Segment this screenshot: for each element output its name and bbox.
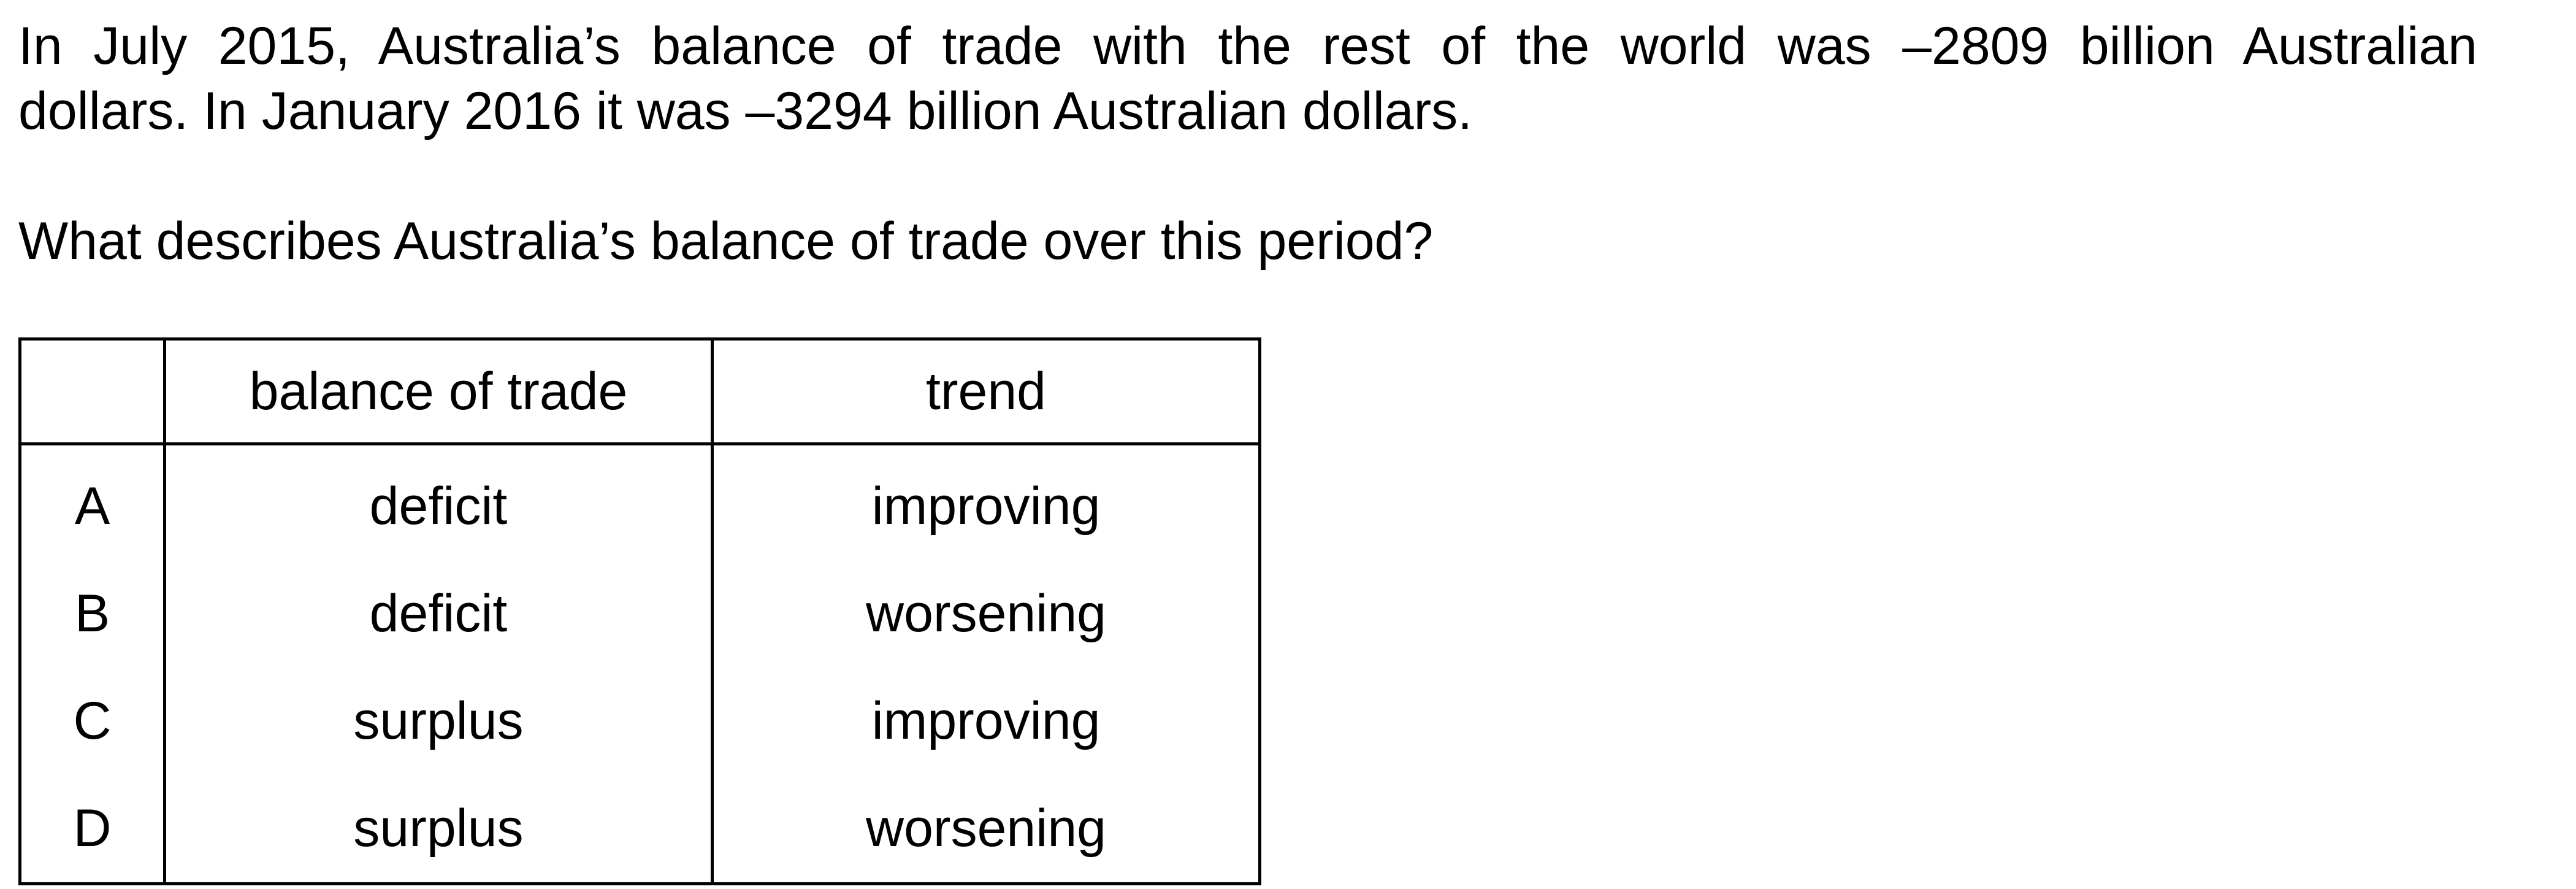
- answer-options-table: balance of trade trend A deficit improvi…: [18, 337, 1261, 885]
- header-trend: trend: [711, 337, 1261, 445]
- option-row-b[interactable]: B deficit worsening: [18, 560, 1261, 668]
- option-balance: surplus: [163, 668, 714, 775]
- option-balance: deficit: [163, 444, 714, 560]
- option-trend: worsening: [711, 560, 1261, 668]
- option-row-d[interactable]: D surplus worsening: [18, 775, 1261, 885]
- option-balance: surplus: [163, 775, 714, 885]
- question-text: What describes Australia’s balance of tr…: [18, 212, 1434, 271]
- option-letter: B: [18, 560, 166, 668]
- intro-line-1: In July 2015, Australia’s balance of tra…: [18, 17, 2477, 75]
- option-trend: improving: [711, 444, 1261, 560]
- header-letter-cell: [18, 337, 166, 445]
- option-row-c[interactable]: C surplus improving: [18, 668, 1261, 775]
- option-row-a[interactable]: A deficit improving: [18, 444, 1261, 560]
- option-balance: deficit: [163, 560, 714, 668]
- option-trend: improving: [711, 668, 1261, 775]
- option-letter: A: [18, 444, 166, 560]
- intro-line-2: dollars. In January 2016 it was –3294 bi…: [18, 82, 1473, 140]
- header-balance-of-trade: balance of trade: [163, 337, 714, 445]
- table-header-row: balance of trade trend: [18, 337, 1261, 445]
- option-trend: worsening: [711, 775, 1261, 885]
- option-letter: D: [18, 775, 166, 885]
- option-letter: C: [18, 668, 166, 775]
